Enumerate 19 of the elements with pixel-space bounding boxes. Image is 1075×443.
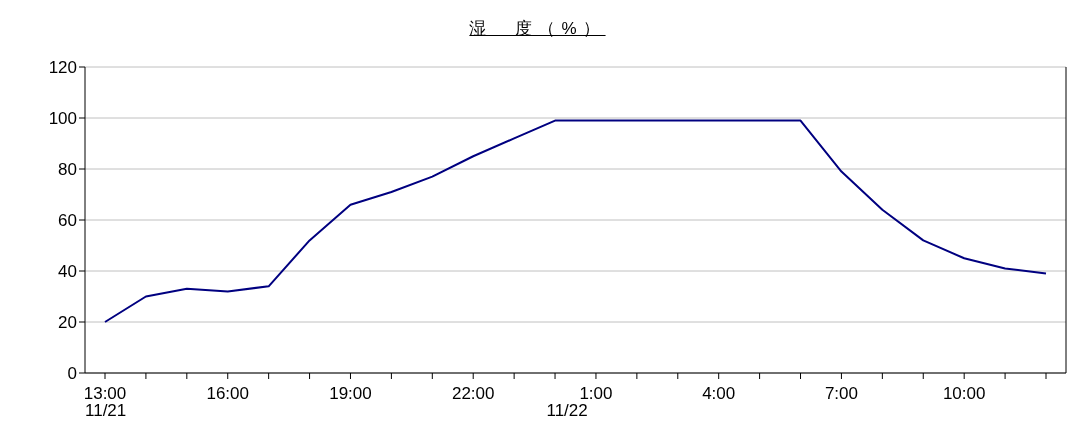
x-tick-label: 10:00 <box>942 384 986 403</box>
x-tick-label: 13:00 <box>83 384 127 403</box>
y-tick-label: 80 <box>58 160 77 180</box>
x-tick-label: 7:00 <box>824 384 858 403</box>
x-tick-label: 4:00 <box>702 384 736 403</box>
line-series <box>104 119 1047 323</box>
y-tick-label: 100 <box>48 109 77 129</box>
chart-title: 湿 度（%） <box>469 19 606 38</box>
y-tick-label: 120 <box>48 58 77 78</box>
x-tick-label: 22:00 <box>451 384 495 403</box>
x-tick-label: 1:00 <box>579 384 613 403</box>
y-tick-label: 40 <box>58 262 77 282</box>
y-tick-label: 20 <box>58 313 77 333</box>
x-tick-label: 19:00 <box>329 384 372 403</box>
y-tick-label: 0 <box>67 364 77 384</box>
text: 11/22 <box>546 401 588 421</box>
y-tick-label: 60 <box>58 211 77 231</box>
x-tick-label: 16:00 <box>206 384 250 403</box>
text: 11/21 <box>85 401 127 421</box>
